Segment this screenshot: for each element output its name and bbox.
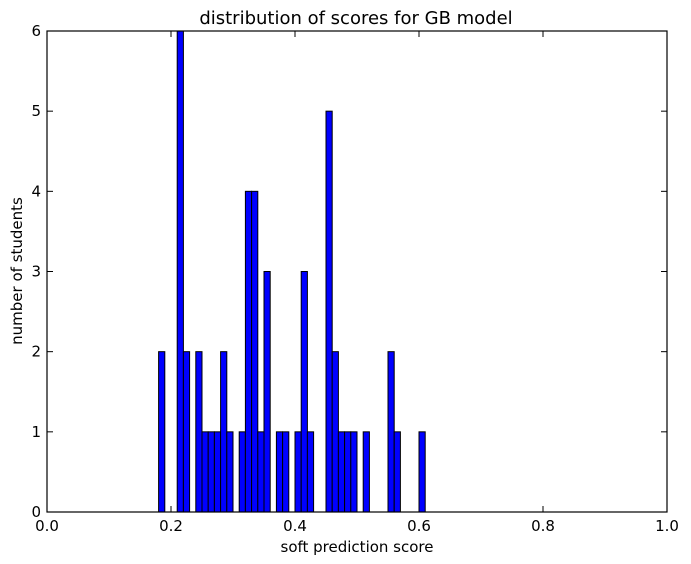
histogram-bar xyxy=(251,190,259,513)
histogram-bar xyxy=(220,351,228,513)
x-tick-label: 0.6 xyxy=(407,517,431,535)
x-tick-label: 0.8 xyxy=(531,517,555,535)
y-axis-label: number of students xyxy=(8,197,26,345)
histogram-bar xyxy=(294,431,302,513)
histogram-bar xyxy=(195,351,203,513)
histogram-bar xyxy=(158,351,166,513)
histogram-bar xyxy=(244,190,253,513)
histogram-bar xyxy=(263,271,271,513)
histogram-bar xyxy=(393,431,401,513)
histogram-bar xyxy=(213,431,222,513)
histogram-bar xyxy=(344,431,352,513)
histogram-bar xyxy=(331,351,339,513)
histogram-bar xyxy=(300,271,308,513)
histogram-bar xyxy=(418,431,426,513)
histogram-bar xyxy=(387,351,395,513)
histogram-bar xyxy=(337,431,346,513)
y-axis-ticks: 0 1 2 3 4 5 6 xyxy=(31,22,667,521)
y-tick-label: 3 xyxy=(31,263,41,281)
histogram-bar xyxy=(282,431,290,513)
y-tick-label: 6 xyxy=(31,22,41,40)
y-tick-label: 4 xyxy=(31,182,41,200)
histogram-bar xyxy=(362,431,370,513)
histogram-bar xyxy=(176,30,184,513)
histogram-bar xyxy=(226,431,234,513)
histogram-bar xyxy=(182,351,191,513)
x-tick-label: 0.2 xyxy=(159,517,183,535)
histogram-bar xyxy=(275,431,284,513)
x-axis-label: soft prediction score xyxy=(281,538,434,556)
bars-group xyxy=(158,30,426,513)
histogram-bar xyxy=(207,431,215,513)
y-tick-label: 0 xyxy=(31,503,41,521)
histogram-bar xyxy=(325,110,333,513)
histogram-bar xyxy=(201,431,209,513)
histogram-bar xyxy=(350,431,358,513)
y-tick-label: 2 xyxy=(31,343,41,361)
histogram-bar xyxy=(257,431,265,513)
y-tick-label: 1 xyxy=(31,423,41,441)
histogram-bar xyxy=(238,431,246,513)
x-tick-label: 1.0 xyxy=(655,517,679,535)
x-tick-label: 0.0 xyxy=(35,517,59,535)
x-tick-label: 0.4 xyxy=(283,517,307,535)
x-axis-ticks: 0.0 0.2 0.4 0.6 0.8 1.0 xyxy=(35,31,679,535)
chart-title: distribution of scores for GB model xyxy=(199,8,512,29)
histogram-bar xyxy=(306,431,315,513)
y-tick-label: 5 xyxy=(31,102,41,120)
